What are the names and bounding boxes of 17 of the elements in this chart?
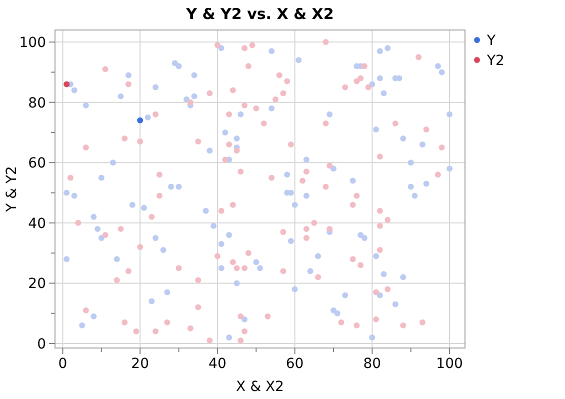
- y-tick-label: 60: [28, 156, 46, 172]
- legend-label: Y: [486, 33, 496, 49]
- x-tick-label: 100: [436, 356, 463, 372]
- y-tick-label: 0: [37, 336, 46, 352]
- y-tick-label: 20: [28, 276, 46, 292]
- x-axis-title: X & X2: [236, 379, 284, 395]
- x-tick-label: 0: [58, 356, 68, 372]
- x-tick-label: 60: [286, 356, 304, 372]
- x-tick-label: 80: [363, 356, 382, 372]
- legend-label: Y2: [486, 53, 504, 69]
- y-tick-label: 80: [28, 95, 46, 112]
- x-tick-label: 20: [131, 356, 150, 372]
- y-axis-title: Y & Y2: [4, 166, 20, 213]
- y-tick-label: 40: [28, 216, 46, 232]
- x-tick-label: 40: [208, 356, 226, 372]
- y-tick-label: 100: [19, 35, 46, 52]
- chart-title: Y & Y2 vs. X & X2: [185, 5, 334, 23]
